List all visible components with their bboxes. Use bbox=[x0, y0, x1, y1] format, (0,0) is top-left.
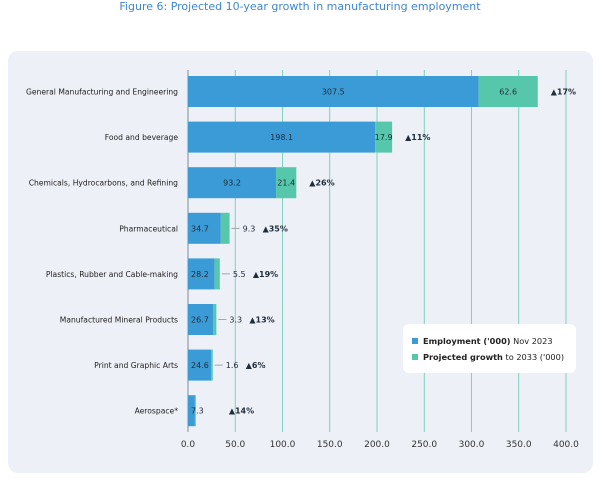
employment-bar bbox=[188, 167, 277, 199]
growth-value-label: 5.5 bbox=[233, 270, 246, 279]
employment-value-label: 198.1 bbox=[270, 133, 293, 142]
growth-value-label: 3.3 bbox=[229, 316, 242, 325]
chart-panel bbox=[8, 51, 593, 473]
employment-value-label: 24.6 bbox=[191, 361, 209, 370]
legend-label-growth-bold: Projected growth bbox=[423, 352, 503, 362]
growth-value-label: 9.3 bbox=[243, 224, 256, 233]
growth-value-label: 1.6 bbox=[226, 361, 239, 370]
legend-label-employment-bold: Employment ('000) bbox=[423, 336, 511, 346]
legend-swatch-growth bbox=[412, 354, 418, 360]
legend-label-employment-rest: Nov 2023 bbox=[513, 336, 553, 346]
employment-value-label: 34.7 bbox=[191, 224, 209, 233]
growth-value-label: 62.6 bbox=[499, 88, 517, 97]
x-tick-label: 200.0 bbox=[364, 440, 390, 450]
category-label: Chemicals, Hydrocarbons, and Refining bbox=[29, 179, 178, 188]
legend-item-employment: Employment ('000) Nov 2023 bbox=[412, 336, 553, 346]
growth-bar bbox=[375, 121, 393, 153]
employment-value-label: 26.7 bbox=[191, 316, 209, 325]
legend: Employment ('000) Nov 2023 Projected gro… bbox=[403, 324, 576, 373]
category-label: General Manufacturing and Engineering bbox=[26, 88, 178, 97]
growth-bar bbox=[213, 304, 217, 335]
employment-bar bbox=[188, 212, 221, 244]
category-label: Food and beverage bbox=[105, 133, 179, 142]
category-label: Plastics, Rubber and Cable-making bbox=[46, 270, 178, 279]
growth-percent-label: ▲26% bbox=[309, 179, 334, 188]
growth-percent-label: ▲6% bbox=[246, 361, 266, 370]
x-tick-label: 300.0 bbox=[459, 440, 485, 450]
employment-value-label: 7.3 bbox=[191, 407, 204, 416]
employment-value-label: 307.5 bbox=[322, 88, 345, 97]
employment-bar bbox=[188, 349, 212, 381]
x-tick-label: 0.0 bbox=[181, 440, 196, 450]
category-label: Aerospace* bbox=[135, 407, 179, 416]
growth-percent-label: ▲19% bbox=[253, 270, 278, 279]
growth-percent-label: ▲14% bbox=[229, 407, 254, 416]
legend-item-growth: Projected growth to 2033 ('000) bbox=[412, 352, 564, 362]
x-tick-label: 400.0 bbox=[553, 440, 579, 450]
employment-value-label: 93.2 bbox=[223, 179, 241, 188]
legend-label-growth-rest: to 2033 ('000) bbox=[505, 352, 565, 362]
x-tick-label: 50.0 bbox=[225, 440, 245, 450]
labels: 0.0 50.0 100.0 150.0 200.0 250.0 300.0 350.0 400… bbox=[26, 88, 579, 451]
growth-value-label: 17.9 bbox=[375, 133, 393, 142]
growth-value-label: 21.4 bbox=[277, 179, 295, 188]
category-label: Pharmaceutical bbox=[119, 224, 178, 233]
bars bbox=[188, 76, 538, 427]
growth-bar bbox=[194, 395, 196, 427]
x-tick-label: 350.0 bbox=[506, 440, 532, 450]
employment-bar bbox=[188, 395, 195, 427]
employment-bar bbox=[188, 304, 214, 335]
growth-bar bbox=[276, 167, 297, 199]
growth-bar bbox=[478, 76, 538, 107]
chart-title: Figure 6: Projected 10-year growth in ma… bbox=[119, 0, 481, 13]
employment-value-label: 28.2 bbox=[191, 270, 209, 279]
growth-percent-label: ▲35% bbox=[263, 224, 288, 233]
x-tick-label: 100.0 bbox=[270, 440, 296, 450]
growth-percent-label: ▲11% bbox=[405, 133, 430, 142]
x-tick-label: 150.0 bbox=[317, 440, 343, 450]
growth-bar bbox=[214, 258, 220, 290]
category-label: Manufactured Mineral Products bbox=[60, 316, 178, 325]
legend-swatch-employment bbox=[412, 338, 418, 344]
employment-bar bbox=[188, 258, 215, 290]
category-label: Print and Graphic Arts bbox=[94, 361, 178, 370]
employment-bar bbox=[188, 76, 479, 107]
x-tick-label: 250.0 bbox=[411, 440, 437, 450]
growth-percent-label: ▲17% bbox=[551, 88, 576, 97]
employment-bar bbox=[188, 121, 376, 153]
growth-bar bbox=[211, 349, 213, 381]
growth-bar bbox=[220, 212, 230, 244]
growth-percent-label: ▲13% bbox=[249, 316, 274, 325]
